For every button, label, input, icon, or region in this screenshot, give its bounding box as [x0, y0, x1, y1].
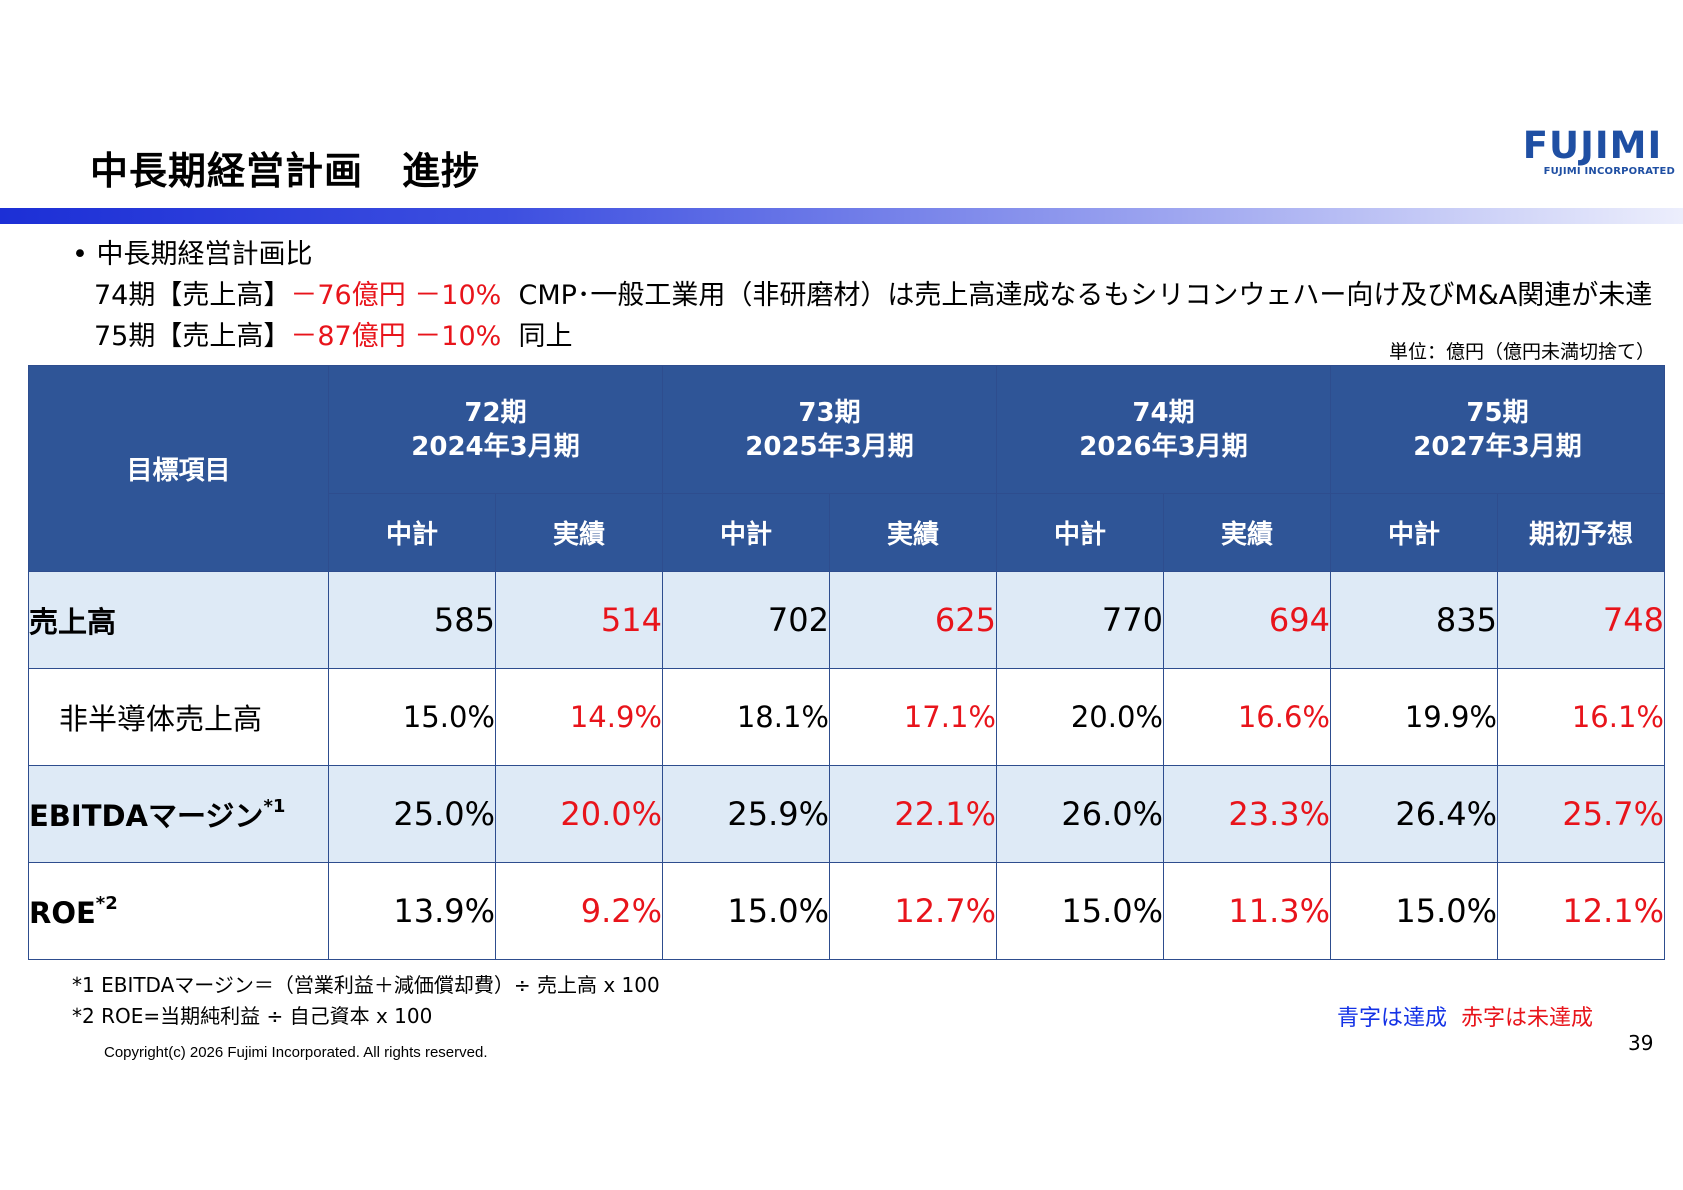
- period-header-74: 74期 2026年3月期: [996, 365, 1331, 494]
- cell-plan: 770: [996, 571, 1164, 669]
- cell-plan: 835: [1330, 571, 1498, 669]
- row-label: EBITDAマージン*1: [28, 765, 329, 863]
- cell-plan: 585: [328, 571, 496, 669]
- subheader-75-forecast: 期初予想: [1497, 493, 1665, 572]
- cell-plan: 18.1%: [662, 668, 830, 766]
- subheader-73-actual: 実績: [829, 493, 997, 572]
- footnotes: *1 EBITDAマージン＝（営業利益＋減価償却費）÷ 売上高 x 100 *2…: [72, 970, 660, 1032]
- table-row-sales: 売上高 585 514 702 625 770 694 835 748: [28, 571, 1665, 669]
- cell-plan: 15.0%: [662, 862, 830, 960]
- cell-actual: 22.1%: [829, 765, 997, 863]
- line-74-prefix: 74期【売上高】: [94, 280, 291, 311]
- fujimi-logo: FUJIMI FUJIMI INCORPORATED: [1510, 126, 1675, 182]
- cell-plan: 15.0%: [996, 862, 1164, 960]
- cell-forecast: 12.1%: [1497, 862, 1665, 960]
- cell-forecast: 748: [1497, 571, 1665, 669]
- logo-subtitle: FUJIMI INCORPORATED: [1543, 166, 1675, 177]
- period-term: 74期: [1132, 397, 1195, 428]
- footnote-2: *2 ROE=当期純利益 ÷ 自己資本 x 100: [72, 1004, 433, 1028]
- color-legend: 青字は達成 赤字は未達成: [1337, 1000, 1593, 1032]
- line-75-comment: 同上: [501, 321, 573, 352]
- line-75-prefix: 75期【売上高】: [94, 321, 291, 352]
- cell-actual: 20.0%: [495, 765, 663, 863]
- cell-actual: 11.3%: [1163, 862, 1331, 960]
- bullet-line-75: 75期【売上高】－87億円 －10% 同上: [72, 316, 1652, 357]
- cell-plan: 20.0%: [996, 668, 1164, 766]
- cell-plan: 15.0%: [328, 668, 496, 766]
- copyright: Copyright(c) 2026 Fujimi Incorporated. A…: [104, 1044, 488, 1061]
- period-header-75: 75期 2027年3月期: [1330, 365, 1665, 494]
- subheader-75-plan: 中計: [1330, 493, 1498, 572]
- subheader-72-plan: 中計: [328, 493, 496, 572]
- page-title: 中長期経営計画 進捗: [90, 149, 481, 193]
- period-fy: 2026年3月期: [1079, 431, 1248, 462]
- cell-plan: 19.9%: [1330, 668, 1498, 766]
- cell-forecast: 25.7%: [1497, 765, 1665, 863]
- row-label-text: ROE: [29, 895, 96, 930]
- cell-actual: 694: [1163, 571, 1331, 669]
- logo-wordmark: FUJIMI: [1522, 124, 1663, 167]
- cell-plan: 15.0%: [1330, 862, 1498, 960]
- subheader-74-actual: 実績: [1163, 493, 1331, 572]
- row-label-text: EBITDAマージン: [29, 799, 264, 833]
- row-label: ROE*2: [28, 862, 329, 960]
- subheader-74-plan: 中計: [996, 493, 1164, 572]
- row-label: 非半導体売上高: [28, 668, 329, 766]
- line-74-comment: CMP･一般工業用（非研磨材）は売上高達成なるもシリコンウェハー向け及びM&A関…: [501, 280, 1653, 311]
- footnote-1: *1 EBITDAマージン＝（営業利益＋減価償却費）÷ 売上高 x 100: [72, 973, 660, 997]
- cell-plan: 25.9%: [662, 765, 830, 863]
- cell-plan: 13.9%: [328, 862, 496, 960]
- summary-bullets: • 中長期経営計画比 74期【売上高】－76億円 －10% CMP･一般工業用（…: [72, 234, 1652, 357]
- table-row-ebitda: EBITDAマージン*1 25.0% 20.0% 25.9% 22.1% 26.…: [28, 765, 1665, 863]
- corner-header: 目標項目: [28, 365, 329, 572]
- legend-achieved: 青字は達成: [1337, 1006, 1448, 1031]
- line-75-shortfall: －87億円 －10%: [290, 321, 502, 352]
- page-number: 39: [1628, 1031, 1654, 1055]
- cell-actual: 14.9%: [495, 668, 663, 766]
- cell-plan: 25.0%: [328, 765, 496, 863]
- period-header-72: 72期 2024年3月期: [328, 365, 663, 494]
- period-term: 73期: [798, 397, 861, 428]
- line-74-shortfall: －76億円 －10%: [290, 280, 502, 311]
- cell-plan: 26.4%: [1330, 765, 1498, 863]
- period-header-73: 73期 2025年3月期: [662, 365, 997, 494]
- table-row-non-semiconductor: 非半導体売上高 15.0% 14.9% 18.1% 17.1% 20.0% 16…: [28, 668, 1665, 766]
- footnote-ref: *1: [263, 796, 286, 817]
- period-term: 75期: [1466, 397, 1529, 428]
- period-fy: 2025年3月期: [745, 431, 914, 462]
- unit-note: 単位：億円（億円未満切捨て）: [1388, 341, 1655, 363]
- bullet-heading: • 中長期経営計画比: [72, 239, 313, 270]
- table-row-roe: ROE*2 13.9% 9.2% 15.0% 12.7% 15.0% 11.3%…: [28, 862, 1665, 960]
- subheader-73-plan: 中計: [662, 493, 830, 572]
- legend-missed: 赤字は未達成: [1461, 1006, 1594, 1031]
- subheader-72-actual: 実績: [495, 493, 663, 572]
- cell-actual: 16.6%: [1163, 668, 1331, 766]
- bullet-line-74: 74期【売上高】－76億円 －10% CMP･一般工業用（非研磨材）は売上高達成…: [72, 275, 1652, 316]
- period-fy: 2027年3月期: [1413, 431, 1582, 462]
- cell-actual: 17.1%: [829, 668, 997, 766]
- cell-forecast: 16.1%: [1497, 668, 1665, 766]
- cell-actual: 625: [829, 571, 997, 669]
- cell-actual: 12.7%: [829, 862, 997, 960]
- cell-actual: 514: [495, 571, 663, 669]
- period-term: 72期: [464, 397, 527, 428]
- period-fy: 2024年3月期: [411, 431, 580, 462]
- cell-actual: 23.3%: [1163, 765, 1331, 863]
- targets-table: 目標項目 72期 2024年3月期 73期 2025年3月期 74期 2026年3月期…: [28, 365, 1665, 960]
- cell-plan: 702: [662, 571, 830, 669]
- footnote-ref: *2: [95, 892, 118, 914]
- cell-plan: 26.0%: [996, 765, 1164, 863]
- row-label: 売上高: [28, 571, 329, 669]
- cell-actual: 9.2%: [495, 862, 663, 960]
- header-gradient-band: [0, 208, 1683, 224]
- bullet-heading-text: 中長期経営計画比: [96, 239, 313, 270]
